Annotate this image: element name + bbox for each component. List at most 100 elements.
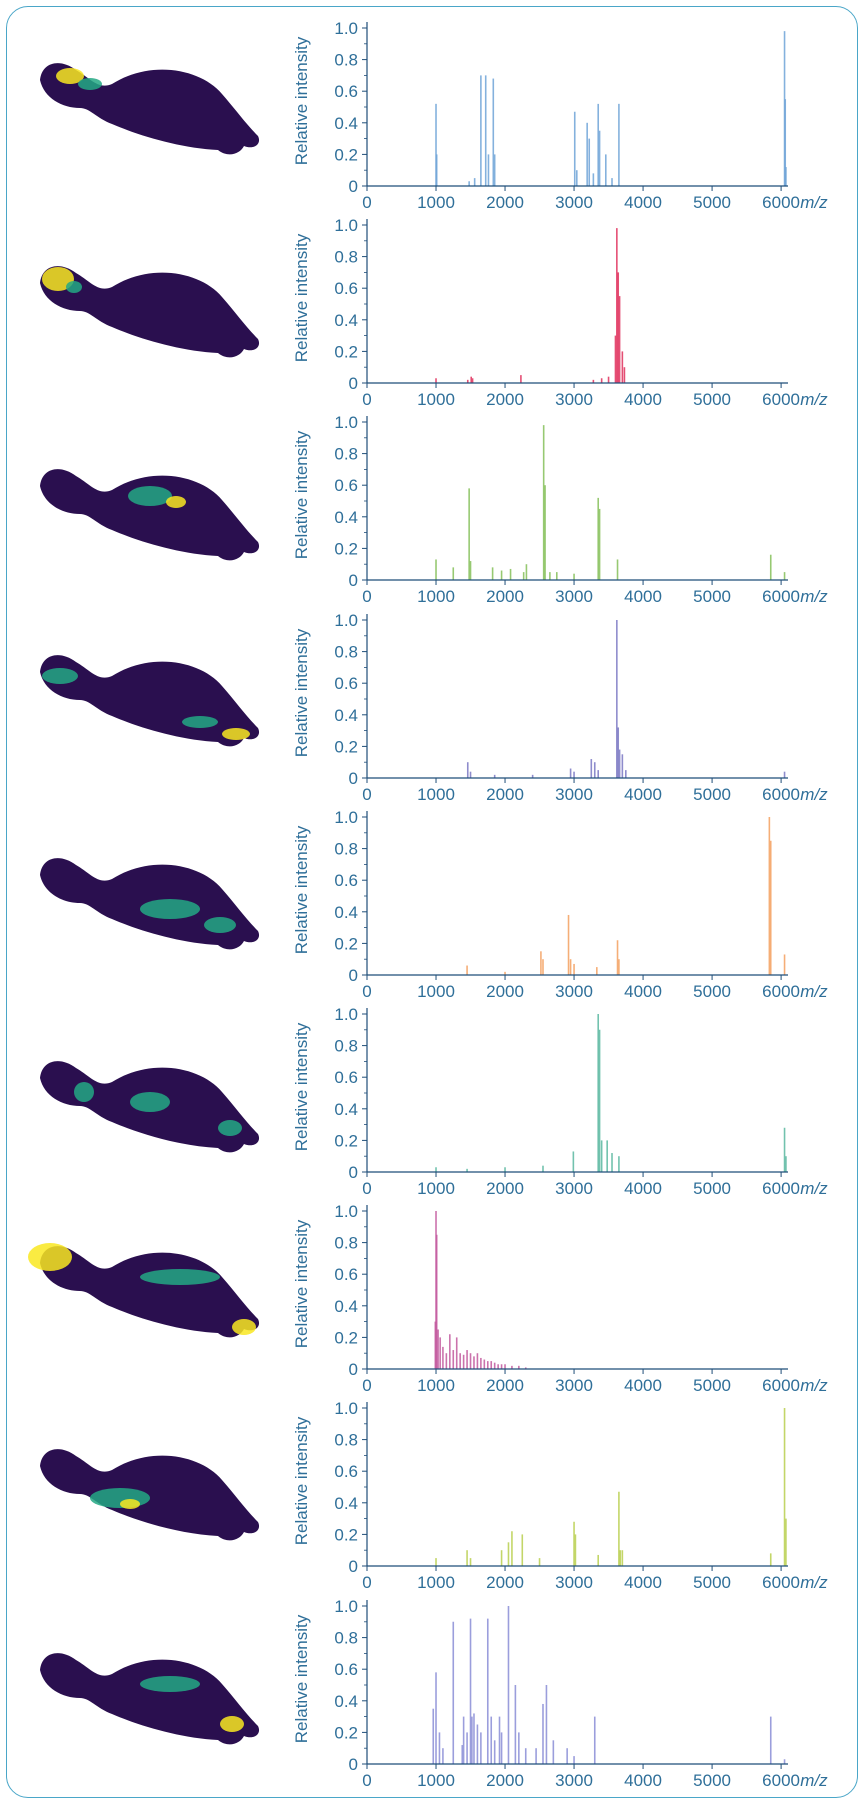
y-tick-label: 0.4 <box>334 1297 358 1316</box>
intensity-spot <box>128 486 172 507</box>
y-tick-label: 1.0 <box>334 216 358 235</box>
x-tick-label: 0 <box>362 587 371 604</box>
x-tick-label: 4000 <box>624 982 662 999</box>
x-unit-label: m/z <box>800 587 828 604</box>
intensity-spot <box>74 1082 94 1102</box>
y-tick-label: 0.8 <box>334 1037 358 1056</box>
y-tick-label: 1.0 <box>334 413 358 432</box>
x-tick-label: 2000 <box>486 1573 524 1590</box>
y-tick-label: 0 <box>349 1557 358 1576</box>
spectrum-row: 0 0.2 0.4 0.6 0.8 1.0 0 1000 2000 3000 4000 5000 600… <box>0 1195 864 1393</box>
x-tick-label: 3000 <box>555 982 593 999</box>
intensity-spot <box>56 68 84 84</box>
x-unit-label: m/z <box>800 1376 828 1393</box>
y-tick-label: 0.6 <box>334 1265 358 1284</box>
spectrum-chart: 0 0.2 0.4 0.6 0.8 1.0 0 1000 2000 3000 4000 5000 600… <box>40 611 828 802</box>
intensity-spot <box>166 496 186 509</box>
intensity-spot <box>78 78 102 90</box>
x-tick-label: 2000 <box>486 587 524 604</box>
spectrum-chart: 0 0.2 0.4 0.6 0.8 1.0 0 1000 2000 3000 4000 5000 600… <box>40 216 828 407</box>
x-tick-label: 3000 <box>555 587 593 604</box>
y-tick-label: 0 <box>349 1360 358 1379</box>
intensity-spot <box>182 715 218 728</box>
x-tick-label: 4000 <box>624 390 662 407</box>
y-tick-label: 0.2 <box>334 145 358 164</box>
intensity-spot <box>204 916 236 933</box>
y-tick-label: 0.8 <box>334 642 358 661</box>
x-tick-label: 5000 <box>693 193 731 210</box>
tissue-image <box>40 1652 260 1744</box>
x-tick-label: 0 <box>362 1573 371 1590</box>
x-tick-label: 3000 <box>555 390 593 407</box>
y-tick-label: 0.4 <box>334 1100 358 1119</box>
intensity-spot <box>140 1675 200 1692</box>
tissue-image <box>28 1243 260 1338</box>
y-tick-label: 0.6 <box>334 1660 358 1679</box>
y-tick-label: 0.8 <box>334 248 358 267</box>
y-tick-label: 0 <box>349 966 358 985</box>
x-tick-label: 5000 <box>693 982 731 999</box>
y-axis-label: Relative intensity <box>292 628 311 757</box>
spectrum-row: 0 0.2 0.4 0.6 0.8 1.0 0 1000 2000 3000 4000 5000 600… <box>0 12 864 210</box>
x-tick-label: 6000 <box>762 1771 800 1788</box>
intensity-spot <box>66 281 82 294</box>
y-axis-label: Relative intensity <box>292 1219 311 1348</box>
tissue-image <box>40 266 260 358</box>
x-tick-label: 6000 <box>762 193 800 210</box>
intensity-spot <box>28 1243 72 1272</box>
tissue-image <box>40 1449 260 1541</box>
x-tick-label: 5000 <box>693 587 731 604</box>
intensity-spot <box>232 1319 256 1336</box>
spectrum-chart: 0 0.2 0.4 0.6 0.8 1.0 0 1000 2000 3000 4000 5000 600… <box>40 19 828 210</box>
x-tick-label: 1000 <box>417 982 455 999</box>
y-tick-label: 0.2 <box>334 1723 358 1742</box>
x-tick-label: 4000 <box>624 1771 662 1788</box>
intensity-spot <box>220 1715 244 1732</box>
x-tick-label: 1000 <box>417 1771 455 1788</box>
tissue-image <box>40 654 260 746</box>
x-tick-label: 5000 <box>693 1771 731 1788</box>
tissue-outline <box>40 266 260 358</box>
y-tick-label: 0.8 <box>334 1431 358 1450</box>
y-tick-label: 0 <box>349 374 358 393</box>
y-tick-label: 0.8 <box>334 445 358 464</box>
x-tick-label: 2000 <box>486 982 524 999</box>
x-unit-label: m/z <box>800 390 828 407</box>
y-tick-label: 0 <box>349 177 358 196</box>
y-tick-label: 1.0 <box>334 1399 358 1418</box>
intensity-spot <box>222 727 250 740</box>
intensity-spot <box>42 667 78 684</box>
y-tick-label: 0.6 <box>334 674 358 693</box>
x-tick-label: 6000 <box>762 982 800 999</box>
intensity-spot <box>218 1120 242 1136</box>
y-tick-label: 0.6 <box>334 82 358 101</box>
spectrum-row: 0 0.2 0.4 0.6 0.8 1.0 0 1000 2000 3000 4000 5000 600… <box>0 1392 864 1590</box>
x-tick-label: 6000 <box>762 785 800 802</box>
tissue-image <box>40 1061 260 1153</box>
spectrum-chart: 0 0.2 0.4 0.6 0.8 1.0 0 1000 2000 3000 4000 5000 600… <box>40 413 828 604</box>
x-tick-label: 1000 <box>417 785 455 802</box>
y-tick-label: 0.4 <box>334 1691 358 1710</box>
y-tick-label: 0.4 <box>334 705 358 724</box>
y-tick-label: 0.8 <box>334 839 358 858</box>
x-tick-label: 0 <box>362 1179 371 1196</box>
x-tick-label: 5000 <box>693 785 731 802</box>
spectrum-row: 0 0.2 0.4 0.6 0.8 1.0 0 1000 2000 3000 4000 5000 600… <box>0 209 864 407</box>
spectrum-row: 0 0.2 0.4 0.6 0.8 1.0 0 1000 2000 3000 4000 5000 600… <box>0 406 864 604</box>
y-axis-label: Relative intensity <box>292 825 311 954</box>
x-tick-label: 2000 <box>486 785 524 802</box>
spectrum-row: 0 0.2 0.4 0.6 0.8 1.0 0 1000 2000 3000 4000 5000 600… <box>0 998 864 1196</box>
y-tick-label: 0 <box>349 1163 358 1182</box>
x-tick-label: 1000 <box>417 1376 455 1393</box>
x-tick-label: 4000 <box>624 785 662 802</box>
y-tick-label: 0.4 <box>334 1494 358 1513</box>
x-tick-label: 4000 <box>624 1376 662 1393</box>
x-tick-label: 4000 <box>624 1573 662 1590</box>
y-tick-label: 1.0 <box>334 1005 358 1024</box>
x-tick-label: 3000 <box>555 193 593 210</box>
y-axis-label: Relative intensity <box>292 1417 311 1546</box>
x-tick-label: 1000 <box>417 193 455 210</box>
y-tick-label: 1.0 <box>334 19 358 38</box>
x-unit-label: m/z <box>800 193 828 210</box>
y-tick-label: 0.2 <box>334 1131 358 1150</box>
